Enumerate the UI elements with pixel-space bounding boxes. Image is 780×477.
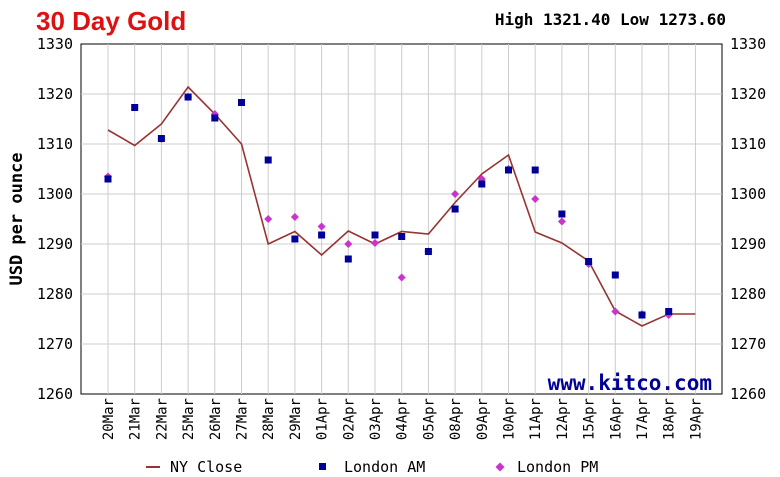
x-tick-label: 04Apr [395,398,411,440]
london-am-point [264,156,272,164]
y-axis-label: USD per ounce [7,152,27,285]
london-am-point [398,233,406,240]
london-pm-point [557,217,566,226]
london-am-point [585,258,593,265]
x-tick-label: 20Mar [101,398,117,440]
x-tick-label: 17Apr [635,398,651,440]
x-axis-ticks: 20Mar 21Mar 22Mar 25Mar 26Mar 27Mar 28Mar 29Mar… [101,398,704,440]
y-tick-label-left: 1270 [37,335,73,353]
x-tick-label: 18Apr [662,398,678,440]
london-am-point [424,248,432,255]
x-tick-label: 16Apr [608,398,624,440]
x-tick-label: 02Apr [341,398,357,440]
london-pm-point [611,307,620,316]
y-tick-label-right: 1290 [730,235,766,253]
y-tick-label-left: 1320 [37,85,73,103]
x-tick-label: 28Mar [261,398,277,440]
london-am-point [211,114,219,122]
legend-ny-close-label: NY Close [170,458,242,476]
series-layer [104,85,696,327]
london-am-point [184,93,192,101]
x-tick-label: 21Mar [128,398,144,440]
legend-london-pm-swatch [495,462,505,472]
y-tick-label-left: 1310 [37,135,73,153]
x-tick-label: 08Apr [448,398,464,440]
x-tick-label: 25Mar [181,398,197,440]
london-pm-point [264,215,273,223]
y-tick-label-left: 1300 [37,185,73,203]
x-tick-label: 27Mar [235,398,251,440]
y-tick-label-right: 1280 [730,285,766,303]
london-am-point [291,235,299,243]
chart-title: 30 Day Gold [36,6,186,36]
kitco-watermark: www.kitco.com [548,371,712,395]
x-tick-label: 05Apr [421,398,437,440]
y-tick-label-right: 1300 [730,185,766,203]
london-am-point [611,271,619,279]
london-am-point [665,308,673,315]
legend-london-pm-label: London PM [517,458,598,476]
y-tick-label-left: 1260 [37,385,73,403]
x-tick-label: 03Apr [368,398,384,440]
london-am-point [318,231,326,239]
x-tick-label: 22Mar [154,398,170,440]
y-tick-label-right: 1330 [730,35,766,53]
legend-london-am-swatch [319,463,326,470]
london-am-point [131,104,139,111]
london-am-point [558,210,566,218]
x-tick-label: 12Apr [555,398,571,440]
y-tick-label-left: 1280 [37,285,73,303]
gridlines [81,44,722,394]
london-pm-point [451,190,460,198]
high-low-readout: High 1321.40 Low 1273.60 [495,10,726,29]
ny-close-line [107,85,696,327]
london-am-point [238,99,245,106]
legend: NY Close London AM London PM [146,458,598,476]
london-pm-point [397,273,406,282]
london-am-point [157,135,165,142]
y-tick-label-left: 1290 [37,235,73,253]
london-am-point [344,255,352,263]
x-tick-label: 09Apr [475,398,491,440]
y-tick-label-right: 1260 [730,385,766,403]
london-am-point [371,231,379,239]
y-tick-label-right: 1320 [730,85,766,103]
london-pm-point [344,240,353,248]
y-axis-ticks: 1260 1260 1270 1270 1280 1280 1290 1290 1300 1300… [37,35,766,403]
x-tick-label: 11Apr [528,398,544,440]
x-tick-label: 26Mar [208,398,224,440]
y-tick-label-right: 1310 [730,135,766,153]
x-tick-label: 10Apr [502,398,518,440]
london-am-point [531,166,539,174]
london-am-point [478,180,486,188]
x-tick-label: 29Mar [288,398,304,440]
x-tick-label: 19Apr [688,398,704,440]
y-tick-label-right: 1270 [730,335,766,353]
legend-london-am-label: London AM [344,458,425,476]
london-pm-point [290,213,299,221]
london-am-point [638,311,646,319]
london-am-point [451,205,459,213]
x-tick-label: 15Apr [582,398,598,440]
london-am-point [505,166,512,174]
london-am-point [104,175,112,183]
london-pm-point [371,239,379,247]
y-tick-label-left: 1330 [37,35,73,53]
london-pm-point [531,195,540,203]
london-pm-point [317,222,326,231]
x-tick-label: 01Apr [315,398,331,440]
